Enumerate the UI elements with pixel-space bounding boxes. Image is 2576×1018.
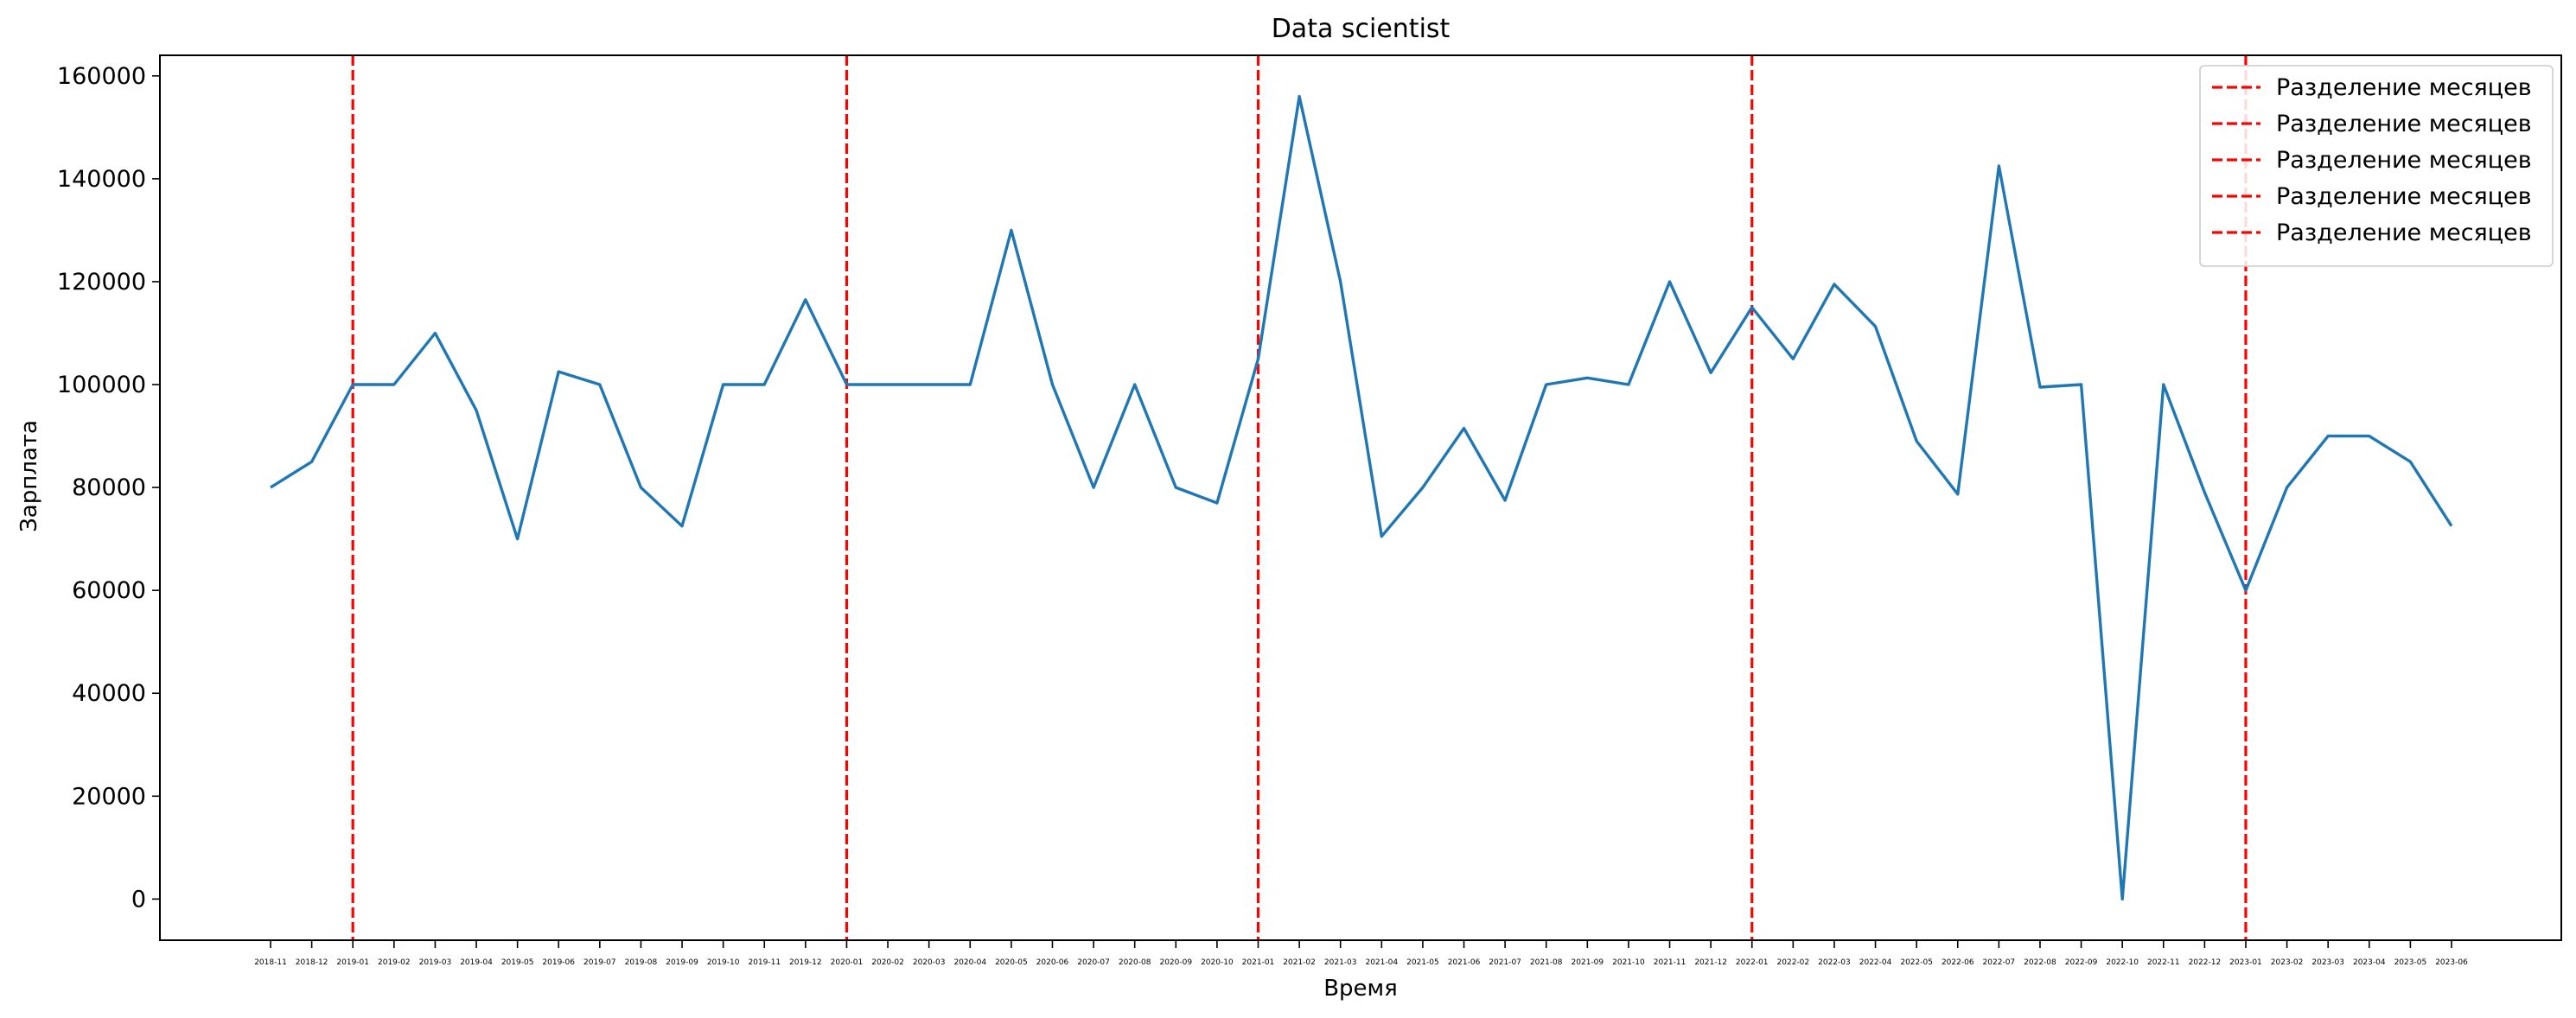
x-tick-label: 2022-07: [1983, 958, 2016, 967]
y-tick-label: 100000: [57, 372, 146, 398]
legend-box: [2199, 65, 2554, 267]
x-tick-label: 2019-07: [583, 958, 616, 967]
x-tick-label: 2021-02: [1283, 958, 1316, 967]
x-tick-label: 2020-07: [1077, 958, 1110, 967]
x-tick-label: 2021-06: [1448, 958, 1481, 967]
legend-label: Разделение месяцев: [2276, 183, 2532, 210]
x-tick-label: 2021-05: [1406, 958, 1439, 967]
x-tick-label: 2022-06: [1942, 958, 1974, 967]
y-axis-ticks: 0 20000 40000 60000 80000 100000 120000 140000 1…: [57, 63, 160, 913]
x-tick-label: 2023-06: [2435, 958, 2468, 967]
x-tick-label: 2022-12: [2189, 958, 2222, 967]
x-tick-label: 2019-08: [625, 958, 658, 967]
y-tick-label: 40000: [72, 680, 146, 707]
legend: Разделение месяцев Разделение месяцев Разд…: [2199, 65, 2554, 267]
x-tick-label: 2019-11: [748, 958, 781, 967]
x-tick-label: 2019-01: [336, 958, 369, 967]
x-tick-label: 2023-03: [2311, 958, 2344, 967]
x-tick-label: 2022-03: [1818, 958, 1851, 967]
x-tick-label: 2020-10: [1201, 958, 1234, 967]
x-tick-label: 2020-04: [953, 958, 986, 967]
x-tick-label: 2021-04: [1365, 958, 1398, 967]
x-tick-label: 2021-09: [1572, 958, 1604, 967]
x-tick-label: 2019-03: [419, 958, 452, 967]
legend-label: Разделение месяцев: [2276, 111, 2532, 137]
x-tick-label: 2021-12: [1694, 958, 1727, 967]
x-tick-label: 2019-12: [789, 958, 822, 967]
x-tick-label: 2020-06: [1036, 958, 1069, 967]
x-tick-label: 2021-01: [1242, 958, 1275, 967]
x-tick-label: 2020-09: [1159, 958, 1192, 967]
y-tick-label: 80000: [72, 474, 146, 501]
month-separators: [351, 55, 2248, 940]
x-tick-label: 2022-05: [1900, 958, 1933, 967]
x-tick-label: 2019-06: [542, 958, 575, 967]
y-tick-label: 20000: [72, 783, 146, 810]
x-tick-label: 2021-11: [1654, 958, 1687, 967]
x-tick-label: 2021-08: [1530, 958, 1563, 967]
x-tick-label: 2021-10: [1612, 958, 1645, 967]
y-tick-label: 0: [131, 886, 146, 913]
x-tick-label: 2023-05: [2394, 958, 2427, 967]
x-tick-label: 2020-05: [995, 958, 1028, 967]
x-tick-label: 2019-10: [707, 958, 740, 967]
y-tick-label: 160000: [57, 63, 146, 90]
x-tick-label: 2019-05: [501, 958, 534, 967]
legend-label: Разделение месяцев: [2276, 74, 2532, 101]
x-tick-label: 2022-08: [2024, 958, 2056, 967]
x-tick-label: 2022-04: [1859, 958, 1892, 967]
x-tick-label: 2022-09: [2065, 958, 2098, 967]
y-tick-label: 60000: [72, 577, 146, 604]
x-tick-label: 2022-02: [1777, 958, 1810, 967]
x-tick-label: 2020-03: [913, 958, 946, 967]
plot-frame: [159, 54, 2562, 941]
x-tick-label: 2019-09: [666, 958, 698, 967]
x-axis-ticks: 2018-11 2018-12 2019-01 2019-02 2019-03 2019-…: [254, 940, 2468, 967]
chart-title: Data scientist: [1272, 14, 1451, 44]
x-tick-label: 2019-04: [460, 958, 493, 967]
x-tick-label: 2022-01: [1736, 958, 1769, 967]
x-axis-label: Время: [1323, 976, 1398, 1002]
y-tick-label: 140000: [57, 166, 146, 193]
series-salary: [270, 94, 2453, 901]
x-tick-label: 2020-08: [1119, 958, 1151, 967]
x-tick-label: 2022-10: [2106, 958, 2139, 967]
y-axis-label: Зарплата: [16, 420, 42, 532]
legend-label: Разделение месяцев: [2276, 220, 2532, 246]
y-tick-label: 120000: [57, 269, 146, 296]
series-line: [270, 94, 2453, 901]
x-tick-label: 2018-11: [254, 958, 287, 967]
x-tick-label: 2021-03: [1324, 958, 1357, 967]
x-tick-label: 2023-01: [2229, 958, 2262, 967]
x-tick-label: 2020-01: [831, 958, 864, 967]
x-tick-label: 2021-07: [1489, 958, 1521, 967]
x-tick-label: 2022-11: [2147, 958, 2180, 967]
legend-label: Разделение месяцев: [2276, 147, 2532, 174]
x-tick-label: 2018-12: [296, 958, 328, 967]
x-tick-label: 2020-02: [871, 958, 904, 967]
x-tick-label: 2023-02: [2271, 958, 2304, 967]
x-tick-label: 2023-04: [2353, 958, 2386, 967]
x-tick-label: 2019-02: [378, 958, 411, 967]
